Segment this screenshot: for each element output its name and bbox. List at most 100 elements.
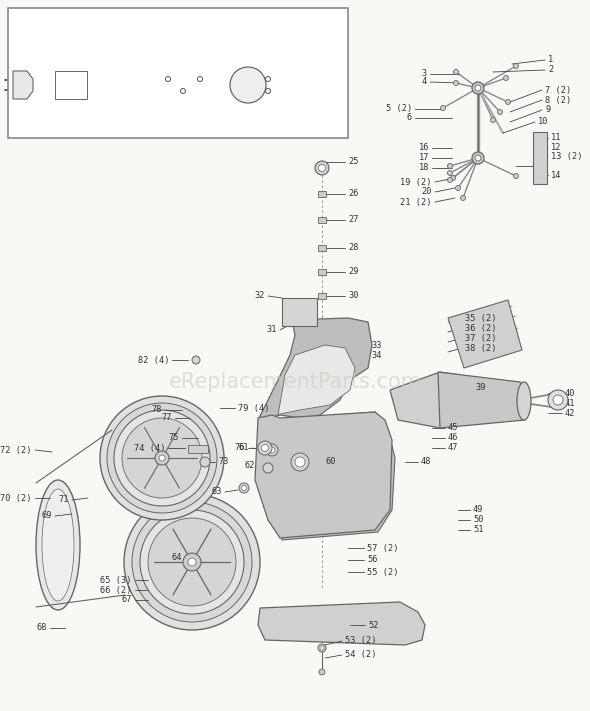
Text: 75: 75 bbox=[169, 434, 179, 442]
Text: 2: 2 bbox=[548, 65, 553, 75]
Circle shape bbox=[132, 502, 252, 622]
Text: 69: 69 bbox=[41, 511, 52, 520]
Text: 35 (2): 35 (2) bbox=[465, 314, 497, 323]
Text: 13 (2): 13 (2) bbox=[551, 152, 582, 161]
Text: GREEN: GREEN bbox=[64, 88, 78, 94]
Text: 12: 12 bbox=[551, 142, 562, 151]
Circle shape bbox=[291, 453, 309, 471]
Circle shape bbox=[155, 451, 169, 465]
Text: 38 (2): 38 (2) bbox=[465, 343, 497, 353]
Circle shape bbox=[315, 161, 329, 175]
Circle shape bbox=[513, 63, 519, 68]
Text: MOTOR: MOTOR bbox=[240, 82, 256, 87]
Text: 50: 50 bbox=[473, 515, 483, 525]
Polygon shape bbox=[268, 412, 395, 540]
Circle shape bbox=[122, 418, 202, 498]
Text: 19 (2): 19 (2) bbox=[401, 178, 432, 186]
Polygon shape bbox=[258, 602, 425, 645]
Text: 65 (3): 65 (3) bbox=[100, 575, 132, 584]
Bar bbox=[318, 245, 326, 251]
Text: 11: 11 bbox=[551, 134, 562, 142]
Circle shape bbox=[269, 447, 275, 453]
Text: 26: 26 bbox=[348, 190, 359, 198]
Text: 51: 51 bbox=[473, 525, 483, 535]
Circle shape bbox=[472, 152, 484, 164]
Text: 61: 61 bbox=[238, 444, 249, 452]
Text: 8 (2): 8 (2) bbox=[545, 95, 571, 105]
Text: 250VAC: 250VAC bbox=[300, 87, 320, 92]
Circle shape bbox=[192, 356, 200, 364]
Circle shape bbox=[318, 644, 326, 652]
Bar bbox=[318, 217, 326, 223]
Text: SWITCH: SWITCH bbox=[172, 65, 194, 70]
Circle shape bbox=[475, 155, 481, 161]
Text: 76: 76 bbox=[234, 444, 245, 452]
Circle shape bbox=[447, 164, 453, 169]
Circle shape bbox=[455, 186, 461, 191]
Text: 14: 14 bbox=[551, 171, 562, 179]
Circle shape bbox=[447, 171, 453, 176]
Polygon shape bbox=[13, 71, 33, 99]
Circle shape bbox=[124, 494, 260, 630]
Circle shape bbox=[490, 117, 496, 122]
Circle shape bbox=[548, 390, 568, 410]
Text: POWER: POWER bbox=[12, 77, 28, 82]
Bar bbox=[8, 8, 348, 138]
Text: 31: 31 bbox=[267, 326, 277, 334]
Circle shape bbox=[159, 455, 165, 461]
Text: 45: 45 bbox=[448, 424, 458, 432]
Ellipse shape bbox=[36, 480, 80, 610]
Text: 55 (2): 55 (2) bbox=[367, 567, 398, 577]
Circle shape bbox=[319, 164, 326, 171]
Circle shape bbox=[181, 88, 185, 94]
Circle shape bbox=[553, 395, 563, 405]
Text: 25: 25 bbox=[348, 158, 359, 166]
Circle shape bbox=[100, 396, 224, 520]
Circle shape bbox=[198, 77, 202, 82]
Text: 36 (2): 36 (2) bbox=[465, 324, 497, 333]
Bar bbox=[318, 191, 326, 197]
Text: 17: 17 bbox=[418, 154, 429, 163]
Text: 20: 20 bbox=[421, 188, 432, 196]
Circle shape bbox=[266, 444, 278, 456]
Text: 56: 56 bbox=[367, 555, 378, 565]
Text: 54 (2): 54 (2) bbox=[345, 651, 376, 660]
Bar bbox=[188, 445, 208, 453]
Bar bbox=[55, 71, 87, 99]
Text: 67: 67 bbox=[122, 596, 132, 604]
Circle shape bbox=[166, 77, 171, 82]
Text: 16: 16 bbox=[418, 144, 429, 152]
Text: 68: 68 bbox=[37, 624, 47, 633]
Text: 40: 40 bbox=[565, 388, 575, 397]
Text: 34: 34 bbox=[371, 351, 382, 360]
Circle shape bbox=[451, 176, 455, 181]
Circle shape bbox=[140, 510, 244, 614]
Circle shape bbox=[188, 558, 196, 566]
Text: 5 (2): 5 (2) bbox=[386, 105, 412, 114]
Bar bbox=[318, 293, 326, 299]
Bar bbox=[533, 132, 547, 184]
Text: 48: 48 bbox=[421, 457, 431, 466]
Circle shape bbox=[320, 646, 324, 650]
Text: 62: 62 bbox=[244, 461, 255, 469]
Text: 78: 78 bbox=[152, 405, 162, 415]
Text: 57 (2): 57 (2) bbox=[367, 543, 398, 552]
Text: 6: 6 bbox=[407, 114, 412, 122]
Circle shape bbox=[183, 553, 201, 571]
Text: 47: 47 bbox=[448, 444, 458, 452]
Circle shape bbox=[230, 67, 266, 103]
Text: BLACK: BLACK bbox=[64, 75, 78, 80]
Circle shape bbox=[200, 457, 210, 467]
Text: 63: 63 bbox=[211, 488, 222, 496]
Circle shape bbox=[472, 82, 484, 94]
Text: 64: 64 bbox=[172, 553, 182, 562]
Circle shape bbox=[461, 196, 466, 201]
Polygon shape bbox=[278, 345, 355, 415]
Circle shape bbox=[497, 109, 503, 114]
Text: 71: 71 bbox=[58, 496, 69, 505]
Circle shape bbox=[266, 77, 270, 82]
Circle shape bbox=[447, 178, 453, 183]
Text: WIRING  DIAGRAM: WIRING DIAGRAM bbox=[122, 16, 234, 28]
Circle shape bbox=[241, 486, 247, 491]
Bar bbox=[318, 269, 326, 275]
